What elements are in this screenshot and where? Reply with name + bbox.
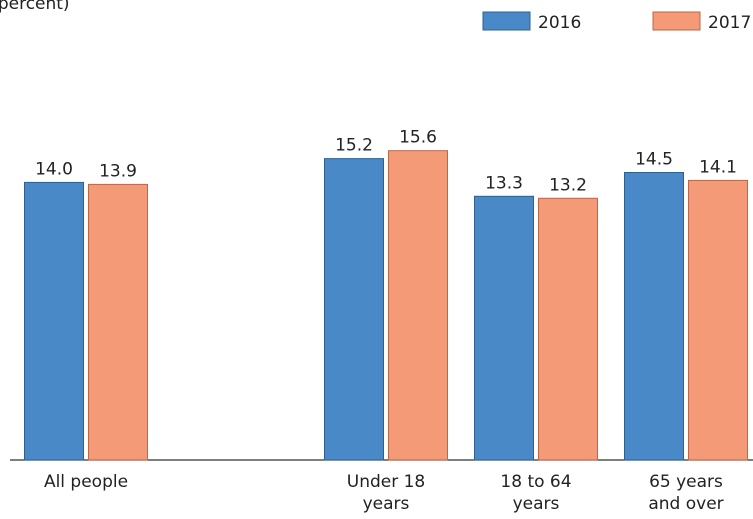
bar bbox=[474, 195, 534, 461]
bar bbox=[538, 197, 598, 461]
value-label: 13.2 bbox=[549, 175, 587, 195]
x-tick-label: 65 years and over bbox=[648, 472, 724, 514]
legend-label: 2017 bbox=[708, 13, 751, 33]
chart-subtitle: (In percent) bbox=[0, 0, 70, 14]
x-tick-label: All people bbox=[43, 472, 129, 492]
x-tick-label: 18 to 64 years bbox=[500, 472, 572, 514]
value-label: 13.3 bbox=[485, 173, 523, 193]
value-label: 15.6 bbox=[399, 128, 437, 148]
bar bbox=[324, 158, 384, 461]
legend-swatch bbox=[652, 11, 701, 31]
bar bbox=[688, 179, 748, 461]
legend-label: 2016 bbox=[538, 13, 581, 33]
x-tick-label: Under 18 years bbox=[346, 472, 426, 514]
value-label: 15.2 bbox=[335, 136, 373, 156]
value-label: 14.1 bbox=[699, 157, 737, 177]
legend-swatch bbox=[482, 11, 531, 31]
value-label: 14.5 bbox=[635, 150, 673, 170]
value-label: 14.0 bbox=[35, 159, 73, 179]
value-label: 13.9 bbox=[99, 161, 137, 181]
bar bbox=[388, 150, 448, 461]
bar bbox=[24, 181, 84, 461]
bar bbox=[88, 183, 148, 461]
bar bbox=[624, 172, 684, 461]
